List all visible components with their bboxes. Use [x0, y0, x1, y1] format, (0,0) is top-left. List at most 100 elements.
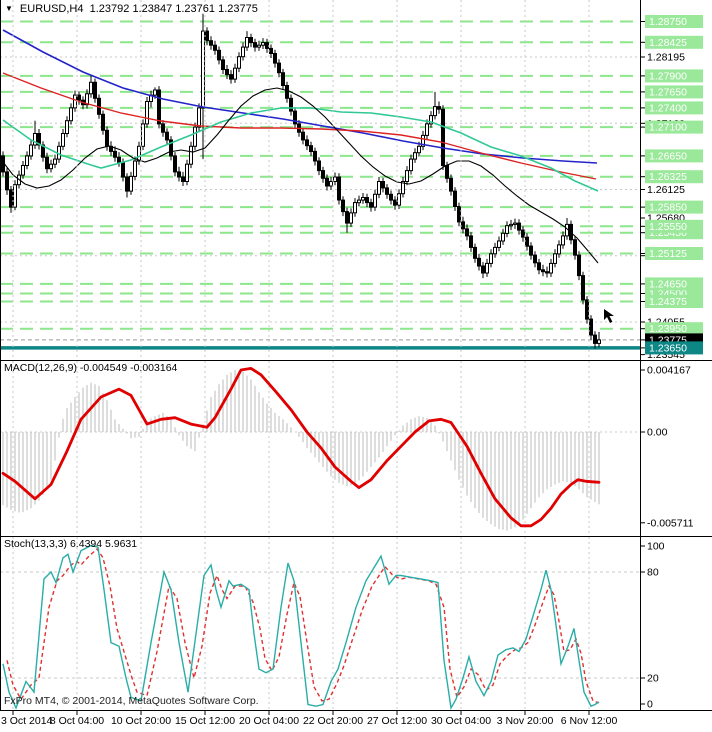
price-label: 1.28195	[647, 52, 685, 64]
candle-body	[553, 253, 557, 264]
candle-body	[61, 133, 65, 147]
candle-body	[105, 129, 109, 147]
candle-body	[201, 30, 205, 109]
candle-body	[577, 254, 581, 277]
level-price-label-box	[645, 15, 703, 28]
candle-body	[325, 177, 329, 187]
candle-body	[341, 199, 345, 213]
candle-body	[221, 59, 225, 71]
candle-body	[545, 271, 549, 274]
candle-body	[13, 184, 17, 208]
teal-price-label: 1.23650	[649, 342, 687, 354]
candle-body	[345, 211, 349, 224]
candle-body	[241, 46, 245, 58]
candle-body	[129, 175, 133, 192]
candle-body	[125, 176, 129, 192]
candle-body	[525, 236, 529, 247]
price-scale[interactable]: 1.271601.256801.250901.254501.245001.287…	[641, 15, 703, 711]
candle-body	[597, 339, 601, 344]
symbol-period-label: EURUSD,H4	[19, 3, 84, 15]
stoch-name-label: Stoch(13,3,3)	[4, 538, 68, 550]
candle-body	[593, 334, 597, 344]
candle-body	[309, 145, 313, 152]
candle-body	[53, 158, 57, 165]
candle-body	[417, 145, 421, 154]
candle-body	[521, 229, 525, 238]
candle-body	[205, 30, 209, 42]
candle-body	[181, 176, 185, 182]
time-label: 15 Oct 12:00	[175, 715, 235, 727]
level-price-label: 1.27100	[649, 122, 687, 134]
symbol-dropdown-icon[interactable]: ▼	[5, 4, 13, 13]
candle-body	[389, 193, 393, 201]
stoch-d-line	[6, 547, 600, 704]
level-price-label: 1.28750	[649, 16, 687, 28]
candle-body	[445, 165, 449, 179]
candle-body	[457, 206, 461, 223]
candle-body	[133, 160, 137, 177]
candle-body	[261, 42, 265, 46]
candle-body	[281, 72, 285, 86]
level-price-label: 1.23950	[649, 323, 687, 335]
stoch-scale-label: 100	[647, 541, 665, 553]
candle-body	[137, 145, 141, 162]
candle-body	[189, 145, 193, 165]
candle-body	[293, 110, 297, 125]
main-price-panel[interactable]	[0, 13, 641, 350]
candle-body	[41, 144, 45, 158]
time-label: 10 Oct 20:00	[111, 715, 171, 727]
ohlc-quote-label: 1.23792 1.23847 1.23761 1.23775	[89, 3, 258, 15]
level-price-label-box	[645, 101, 703, 115]
candle-body	[401, 181, 405, 195]
level-price-label-box	[645, 200, 703, 214]
candle-body	[285, 85, 289, 99]
candle-body	[249, 37, 253, 44]
level-price-label-box	[645, 295, 703, 308]
candle-body	[29, 144, 33, 157]
candle-body	[253, 42, 257, 48]
candle-body	[381, 181, 385, 189]
copyright-label: FxPro MT4, © 2001-2014, MetaQuotes Softw…	[4, 695, 259, 707]
candle-body	[69, 107, 73, 122]
candle-body	[157, 89, 161, 125]
candle-body	[145, 101, 149, 125]
time-label: 8 Oct 04:00	[50, 715, 104, 727]
level-price-label: 1.25125	[649, 248, 687, 260]
candle-body	[557, 244, 561, 255]
candle-body	[333, 176, 337, 182]
candle-body	[413, 152, 417, 160]
candle-body	[349, 212, 353, 224]
macd-panel[interactable]	[0, 366, 641, 531]
candle-body	[233, 67, 237, 80]
ma-fast-black-line	[2, 87, 599, 264]
level-price-label: 1.24650	[649, 278, 687, 290]
candle-body	[469, 235, 473, 248]
candle-body	[425, 123, 429, 136]
time-label: 3 Nov 20:00	[497, 715, 554, 727]
candle-body	[437, 106, 441, 110]
candle-body	[313, 150, 317, 162]
candle-body	[173, 155, 177, 173]
stochastic-panel[interactable]	[0, 544, 641, 711]
level-price-label-box	[645, 247, 703, 260]
level-price-label-box	[645, 219, 703, 233]
level-price-label-box	[645, 322, 703, 336]
candle-body	[433, 106, 437, 117]
candle-body	[353, 202, 357, 214]
ma-slow-blue-line	[2, 29, 598, 164]
macd-scale-label: -0.005711	[647, 517, 694, 529]
candle-body	[517, 222, 521, 231]
level-price-label-box	[645, 277, 703, 291]
candle-body	[277, 62, 281, 74]
candle-body	[49, 163, 53, 170]
stoch-indicator-label: Stoch(13,3,3) 6.4394 5.9631	[4, 538, 137, 550]
macd-values-label: -0.004549 -0.003164	[79, 362, 178, 374]
candle-body	[217, 49, 221, 61]
candle-body	[541, 269, 545, 273]
candle-body	[5, 171, 9, 191]
candle-body	[473, 246, 477, 259]
candle-body	[485, 262, 489, 274]
